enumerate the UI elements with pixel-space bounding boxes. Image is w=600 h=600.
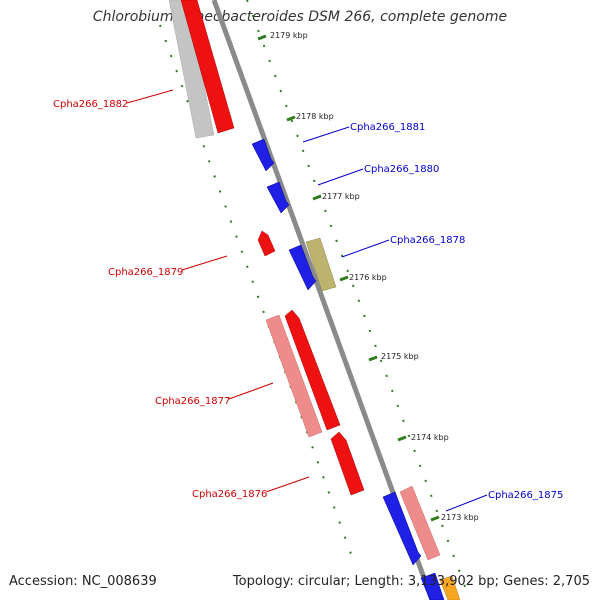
kbp-labels: 2179 kbp 2178 kbp 2177 kbp 2176 kbp 2175…: [270, 31, 479, 522]
outer-guide-ring: [246, 0, 471, 600]
gene-feature-blue: [382, 491, 422, 566]
gene-label-cpha266-1878: Cpha266_1878: [390, 235, 465, 246]
leader-cpha266-1882: [126, 89, 174, 104]
kbp-label: 2176 kbp: [349, 273, 387, 282]
gene-label-cpha266-1876: Cpha266_1876: [192, 489, 267, 500]
gene-feature-gray: [168, 0, 215, 139]
gene-feature-orange: [439, 575, 461, 600]
forward-strand-features: [251, 138, 461, 600]
gene-feature-blue: [420, 572, 445, 600]
kbp-tick: [368, 355, 378, 362]
kbp-label: 2177 kbp: [322, 192, 360, 201]
gene-label-cpha266-1879: Cpha266_1879: [108, 267, 183, 278]
leader-cpha266-1879: [181, 255, 228, 271]
gene-feature-cpha266-1880: [266, 181, 290, 214]
kbp-tick: [286, 115, 296, 122]
kbp-label: 2178 kbp: [296, 112, 334, 121]
topology-info: Topology: circular; Length: 3,133,902 bp…: [232, 574, 590, 589]
kbp-tick: [312, 194, 322, 201]
gene-feature-cpha266-1881: [251, 138, 275, 172]
kbp-tick: [397, 435, 407, 442]
accession-info: Accession: NC_008639: [9, 574, 157, 589]
gene-label-cpha266-1877: Cpha266_1877: [155, 396, 230, 407]
kbp-label: 2179 kbp: [270, 31, 308, 40]
gene-feature-blue: [288, 244, 317, 291]
gene-feature-cpha266-1878: [305, 237, 337, 292]
kbp-label: 2173 kbp: [441, 513, 479, 522]
gene-feature-cpha266-1879: [257, 230, 276, 257]
gene-label-cpha266-1880: Cpha266_1880: [364, 164, 439, 175]
gene-label-cpha266-1875: Cpha266_1875: [488, 490, 563, 501]
kbp-tick: [339, 275, 349, 282]
leader-cpha266-1880: [317, 168, 364, 186]
gene-feature-pink: [265, 314, 323, 438]
kbp-label: 2174 kbp: [411, 433, 449, 442]
leader-cpha266-1878: [341, 239, 390, 258]
reverse-strand-features: [168, 0, 365, 496]
leader-cpha266-1881: [302, 126, 350, 143]
gene-feature-cpha266-1875: [399, 485, 441, 561]
leader-cpha266-1875: [445, 494, 488, 512]
leader-cpha266-1877: [228, 382, 274, 400]
gene-label-cpha266-1881: Cpha266_1881: [350, 122, 425, 133]
kbp-tick: [257, 34, 267, 41]
leader-cpha266-1876: [265, 476, 310, 493]
gene-label-cpha266-1882: Cpha266_1882: [53, 99, 128, 110]
gene-labels: Cpha266_1882 Cpha266_1881 Cpha266_1880 C…: [53, 99, 563, 501]
kbp-label: 2175 kbp: [381, 352, 419, 361]
kbp-ticks: [257, 34, 440, 522]
kbp-tick: [430, 515, 440, 522]
label-leaders: [126, 89, 488, 512]
gene-feature-cpha266-1876: [330, 431, 365, 496]
gene-feature-cpha266-1882: [180, 0, 235, 134]
inner-guide-ring: [159, 24, 356, 566]
gene-feature-cpha266-1877: [284, 309, 341, 431]
